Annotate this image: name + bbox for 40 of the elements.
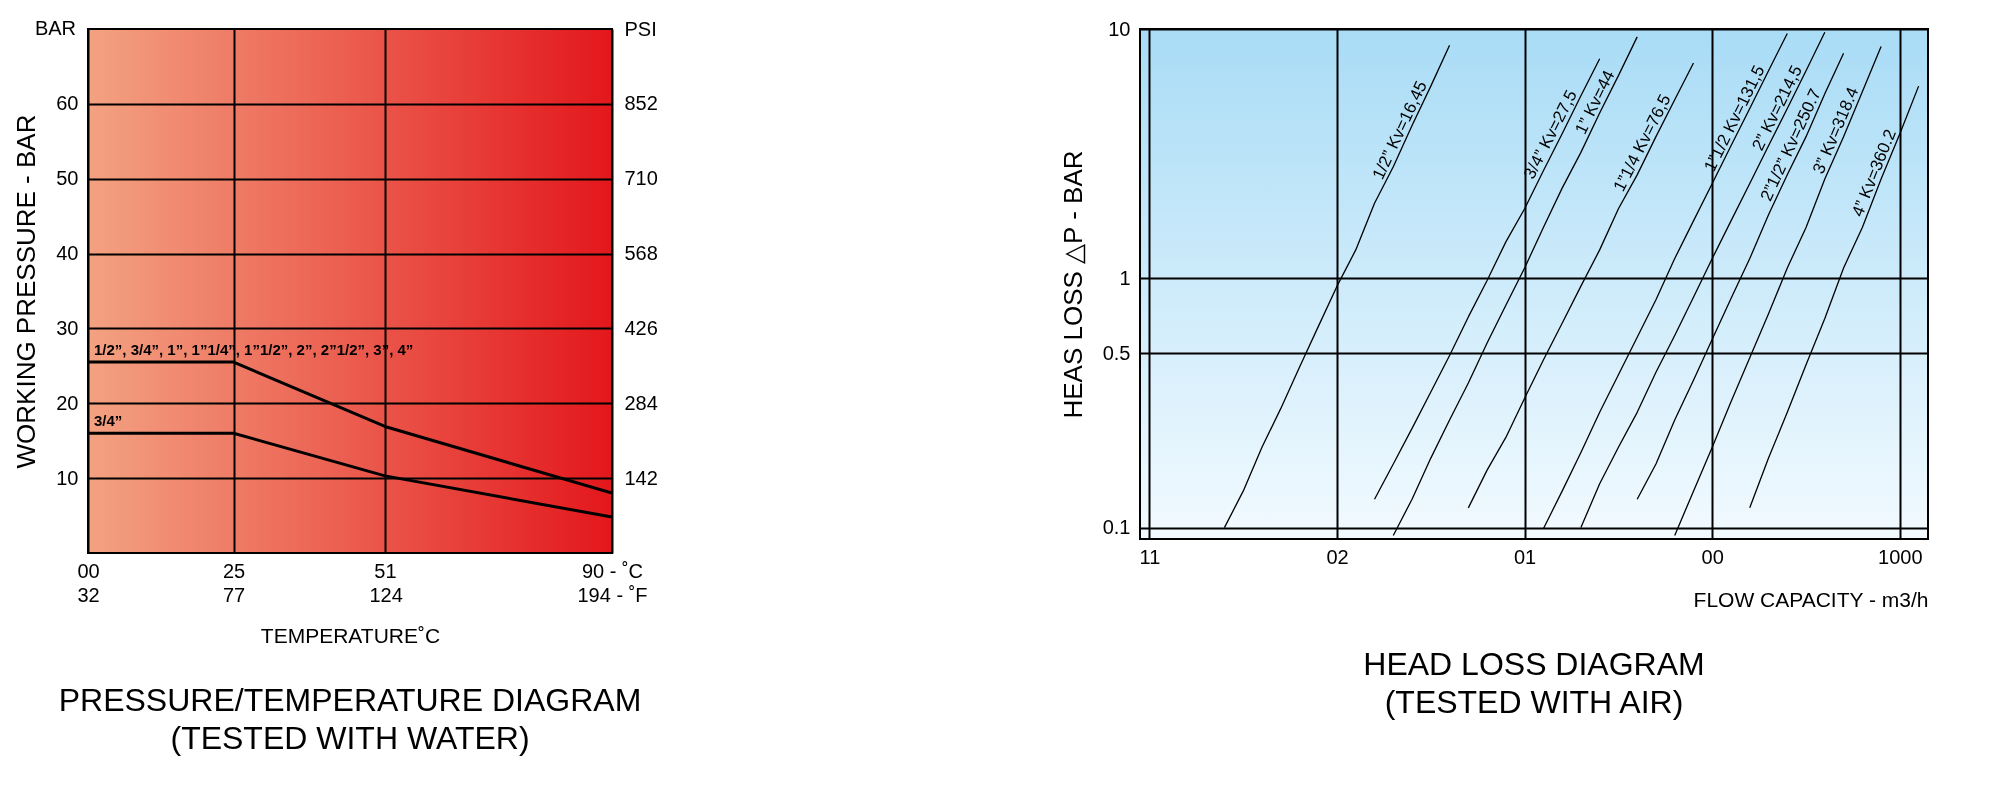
y-tick-label: 10 bbox=[1108, 17, 1131, 40]
y2-tick-label: 710 bbox=[624, 167, 658, 190]
x-tick-label: 25 bbox=[222, 559, 246, 582]
text: (TESTED WITH AIR) bbox=[1384, 684, 1684, 720]
text: HEAD LOSS DIAGRAM bbox=[1363, 646, 1705, 682]
y-tick-label: 1 bbox=[1119, 266, 1131, 289]
x-axis-title: FLOW CAPACITY - m3/h bbox=[1693, 587, 1929, 611]
text: PRESSURE/TEMPERATURE DIAGRAM bbox=[58, 682, 642, 718]
x-tick-label: 90 - ˚C bbox=[581, 559, 644, 582]
y-axis-title: HEAS LOSS △P - BAR bbox=[1057, 150, 1088, 419]
y2-tick-label: 142 bbox=[624, 466, 658, 489]
y-tick-label: 0.5 bbox=[1102, 341, 1131, 364]
x-axis-title: TEMPERATURE˚C bbox=[260, 623, 441, 647]
x-tick-label: 00 bbox=[1701, 545, 1724, 568]
y-tick-label: 10 bbox=[56, 466, 79, 489]
y-tick-label: 30 bbox=[56, 316, 79, 339]
y-tick-label: 60 bbox=[56, 92, 79, 115]
y2-axis-title: PSI bbox=[624, 17, 657, 40]
y-tick-label: 20 bbox=[56, 391, 79, 414]
series-label: 3/4” bbox=[94, 412, 123, 430]
x-tick-label: 11 bbox=[1139, 545, 1161, 568]
x-tick-label: 00 bbox=[77, 559, 100, 582]
x-tick-label: 02 bbox=[1326, 545, 1349, 568]
x2-tick-label: 124 bbox=[369, 583, 403, 606]
text: (TESTED WITH WATER) bbox=[170, 720, 530, 756]
y-axis-title: WORKING PRESSURE - BAR bbox=[11, 114, 42, 469]
y-tick-label: 50 bbox=[56, 167, 79, 190]
x-tick-label: 01 bbox=[1513, 545, 1537, 568]
x2-tick-label: 77 bbox=[222, 583, 246, 606]
y2-tick-label: 284 bbox=[624, 391, 658, 414]
y2-tick-label: 852 bbox=[624, 92, 658, 115]
x-tick-label: 51 bbox=[374, 559, 397, 582]
y2-tick-label: 568 bbox=[624, 242, 658, 265]
y2-tick-label: 426 bbox=[624, 316, 658, 339]
y-tick-label: 40 bbox=[56, 242, 79, 265]
text: BAR bbox=[34, 17, 76, 39]
x2-tick-label: 194 - ˚F bbox=[577, 583, 648, 606]
x2-tick-label: 32 bbox=[77, 583, 100, 606]
y-tick-label: 0.1 bbox=[1102, 516, 1131, 539]
x-tick-label: 1000 bbox=[1878, 545, 1923, 568]
